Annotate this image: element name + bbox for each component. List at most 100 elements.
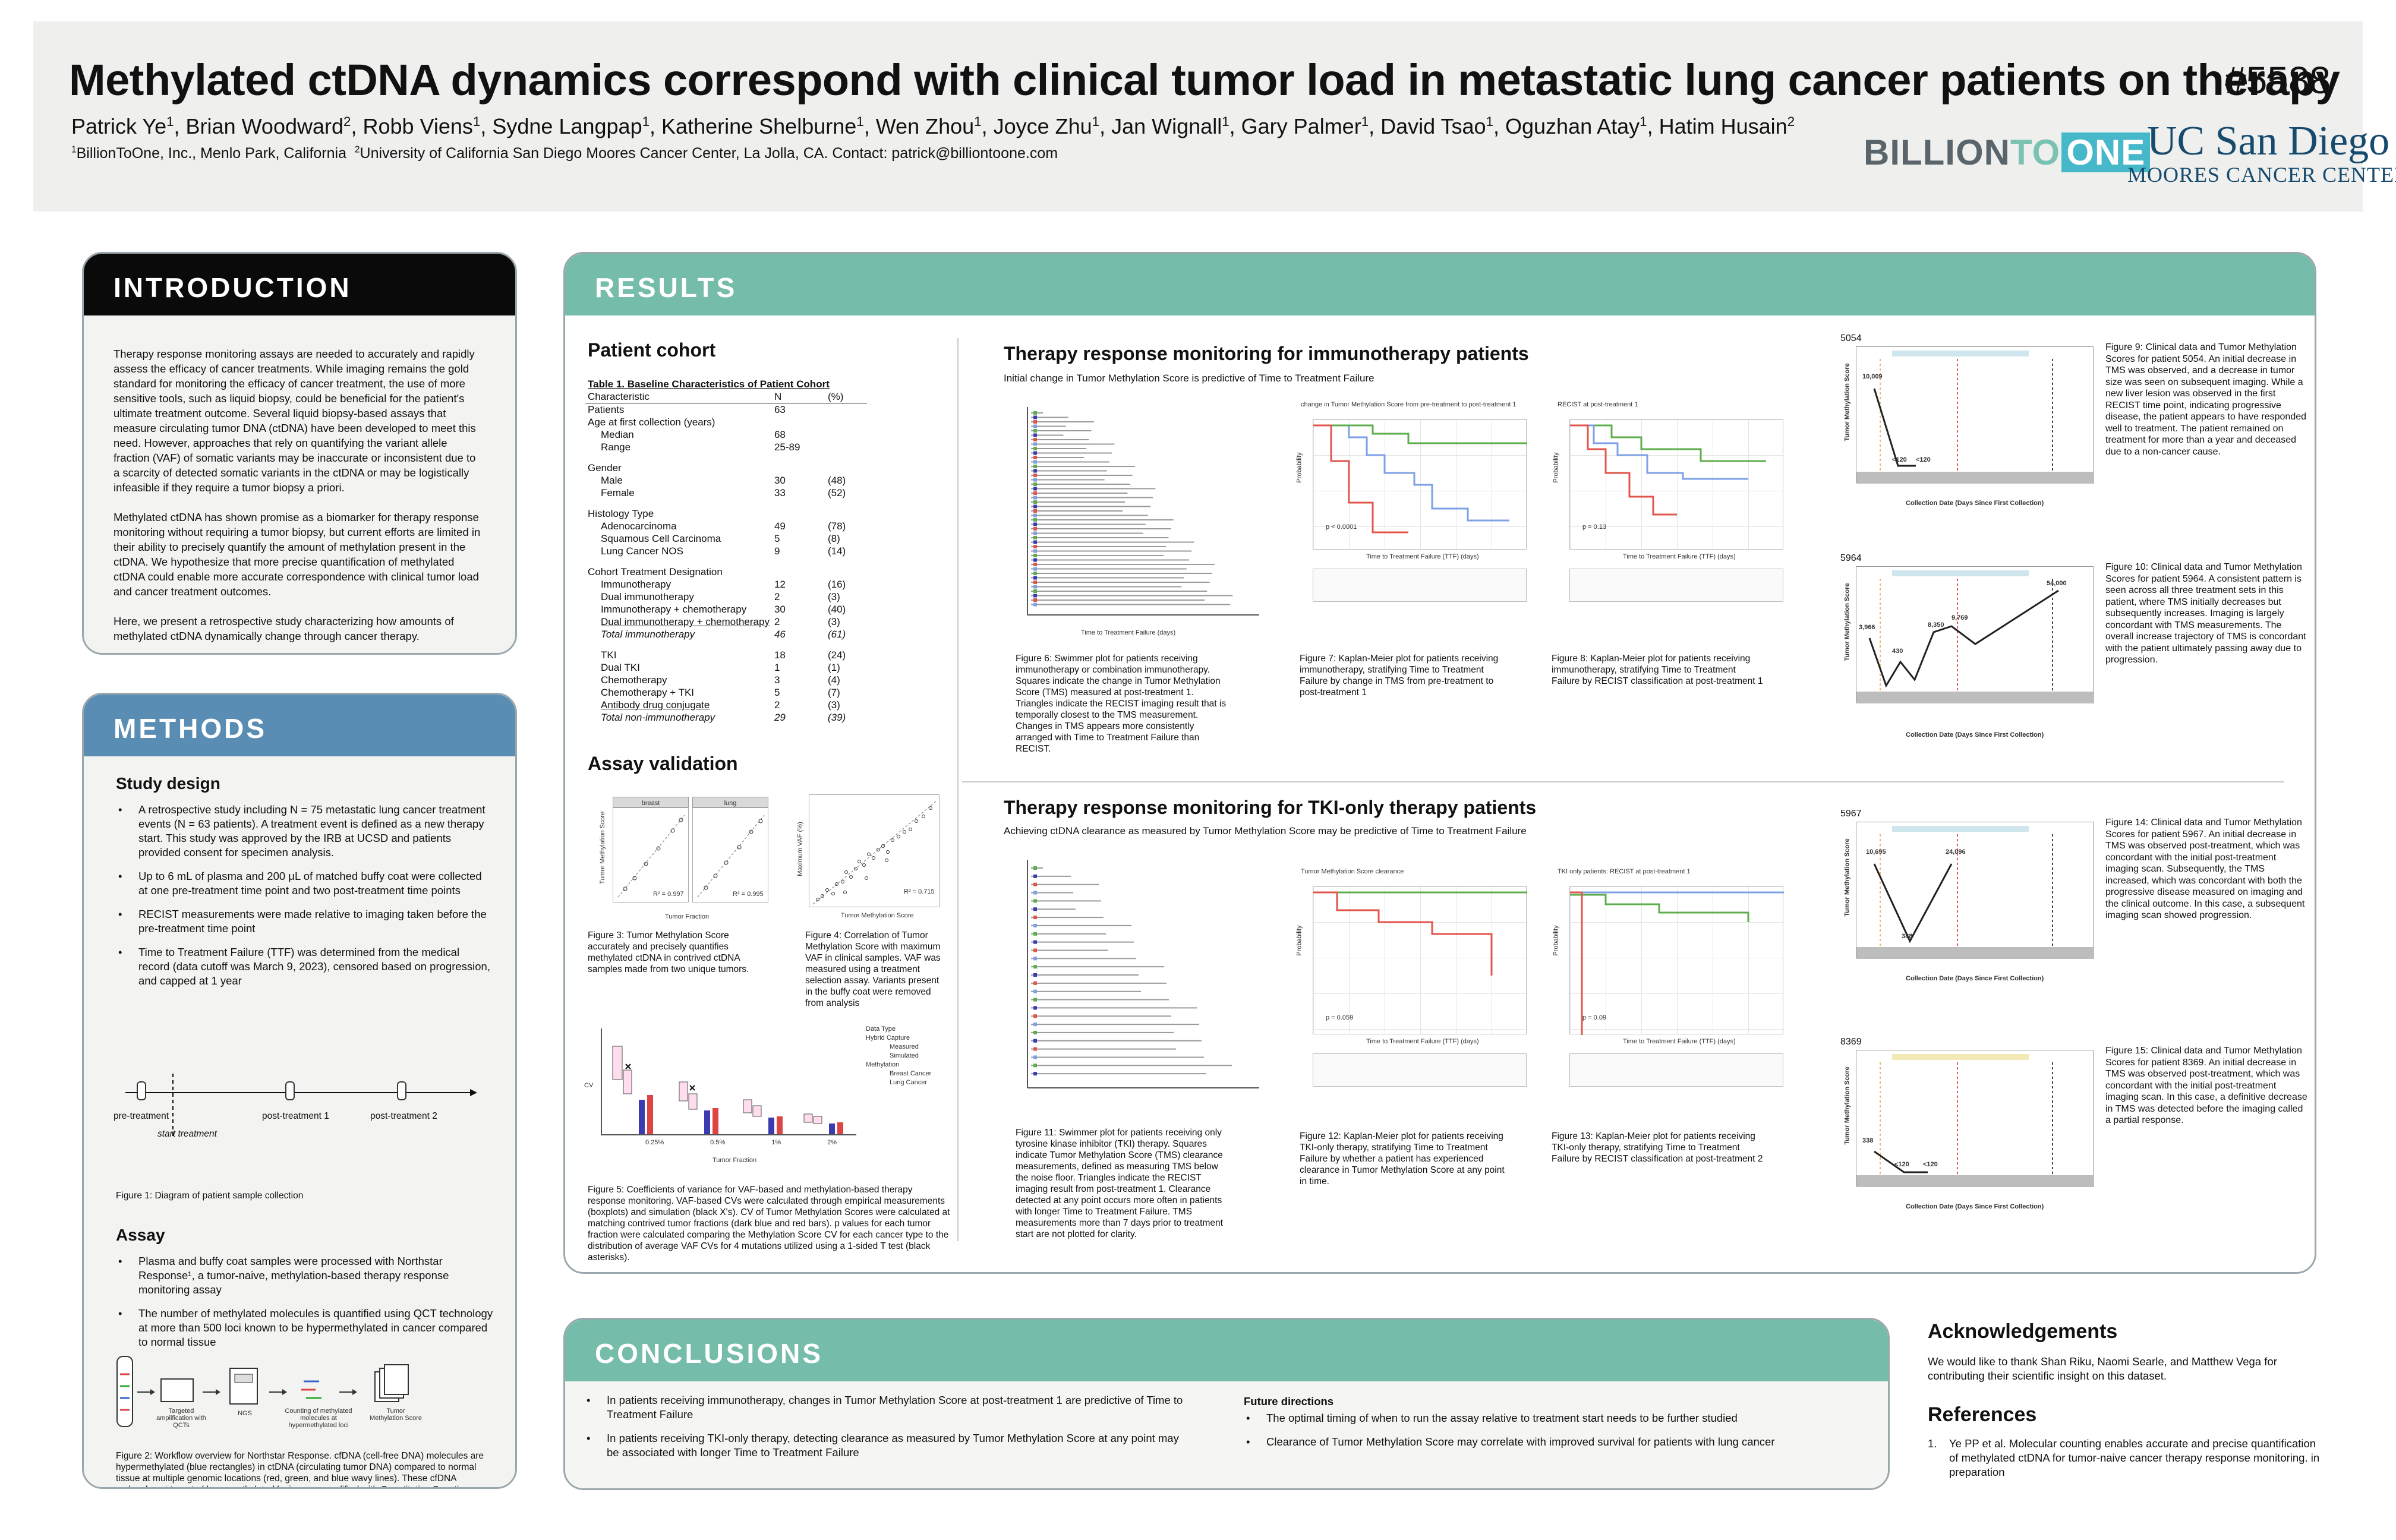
swimmer-marker [1033,451,1037,455]
table-row: Cohort Treatment Designation [585,566,867,578]
table-cell [772,416,825,428]
table-cell: Immunotherapy + chemotherapy [601,604,747,615]
fig13-x-label: Time to Treatment Failure (TTF) (days) [1623,1038,1736,1045]
swimmer-marker [1033,433,1037,437]
author-affiliation: 2 [1787,114,1795,129]
table-cell: Dual TKI [601,662,640,673]
table-row [585,499,867,507]
assay-list: Plasma and buffy coat samples were proce… [116,1254,496,1349]
fig13-p-value: p = 0.09 [1582,1014,1607,1021]
author-affiliation: 1 [472,114,481,129]
scatter-point [909,828,912,831]
scatter-point [816,898,819,901]
legend-item: Breast Cancer [890,1070,932,1077]
patient-tms-plot: 338 <120 <120 [1856,1050,2094,1187]
figure-7-km-plot: change in Tumor Methylation Score from p… [1295,401,1533,642]
fig5-tick: 2% [827,1139,837,1146]
swimmer-marker [1033,916,1037,920]
study-design-list: A retrospective study including N = 75 m… [116,803,491,988]
patient-x-label: Collection Date (Days Since First Collec… [1906,1203,2044,1210]
figure-11-swimmer-plot [1004,850,1265,1100]
author-name: David Tsao [1380,114,1486,138]
table-cell: (8) [827,533,840,544]
fig12-curves [1313,891,1527,976]
fig7-y-label: Probability [1295,452,1303,483]
study-bullet: A retrospective study including N = 75 m… [116,803,491,860]
swimmer-marker [1033,518,1037,522]
tms-value-label: <120 [1892,456,1907,463]
legend-item: Lung Cancer [890,1079,927,1086]
fig3-facet-lung: lung [724,800,737,807]
table-cell [772,566,825,578]
swimmer-marker [1033,874,1037,878]
patient-tms-plot: 10,695 24,096 388 [1856,822,2094,959]
patient-case-8369: 8369 Tumor Methylation Score 338 <120 <120 Co… [1834,1037,2310,1251]
timeline-graphic [125,1074,477,1137]
swimmer-marker [1033,576,1037,580]
intro-paragraph-3: Here, we present a retrospective study c… [114,615,454,642]
figure-5-caption: Figure 5: Coefficients of variance for V… [588,1185,950,1263]
table-cell: (4) [827,674,840,686]
fig12-x-label: Time to Treatment Failure (TTF) (days) [1366,1038,1479,1045]
table-cell: Chemotherapy + TKI [601,687,695,698]
swimmer-marker [1033,465,1037,468]
row-divider [962,781,2284,782]
tms-trajectory [1873,388,1916,467]
table-row: Patients 63 [585,403,867,416]
patient-id: 5967 [1840,809,1862,819]
scatter-point [881,844,885,848]
author-name: Oguzhan Atay [1505,114,1640,138]
swimmer-marker [1033,1023,1037,1027]
figure-12-caption: Figure 12: Kaplan-Meier plot for patient… [1300,1131,1505,1186]
patient-caption: Figure 10: Clinical data and Tumor Methy… [2105,562,2306,665]
scatter-point [835,882,838,886]
study-bullet: RECIST measurements were made relative t… [116,907,491,936]
reference-item: 1. Ye PP et al. Molecular counting enabl… [1928,1437,2320,1478]
fig12-risk-table [1313,1053,1527,1087]
table-cell: Range [601,441,631,453]
immunotherapy-subheading: Initial change in Tumor Methylation Scor… [1004,373,1374,384]
fig5-tick: 1% [771,1139,781,1146]
tki-subheading: Achieving ctDNA clearance as measured by… [1004,825,1527,837]
figure-7-caption: Figure 7: Kaplan-Meier plot for patients… [1300,654,1499,698]
patient-tms-plot: 3,966 430 8,350 9,769 54,000 [1856,566,2094,703]
swimmer-marker [1033,1055,1037,1059]
figure-11-caption: Figure 11: Swimmer plot for patients rec… [1016,1128,1223,1239]
fig5-boxplots [612,1046,843,1134]
swimmer-marker [1033,602,1037,607]
table-cell: Histology Type [588,508,654,519]
workflow-step-counting: Counting of methylated molecules at hype… [285,1408,352,1429]
scatter-point [922,815,925,818]
swimmer-marker [1033,1039,1037,1043]
table-cell: Median [601,429,634,440]
swimmer-plot-tki [1027,860,1259,1088]
table-cell: (3) [827,591,840,602]
table-cell: 33 [774,487,786,498]
figure-2-caption: Figure 2: Workflow overview for Northsta… [116,1451,484,1487]
future-directions-heading: Future directions [1244,1395,1334,1408]
legend-item: Data Type [866,1025,896,1033]
table-cell: TKI [601,649,617,661]
patient-caption: Figure 15: Clinical data and Tumor Methy… [2105,1046,2307,1125]
swimmer-marker [1033,1030,1037,1034]
author-name: Patrick Ye [71,114,167,138]
scatter-point [844,870,848,874]
tms-value-label: 3,966 [1859,624,1875,631]
swimmer-marker [1033,882,1037,886]
table-cell: Cohort Treatment Designation [588,566,723,578]
patient-caption: Figure 9: Clinical data and Tumor Methyl… [2105,342,2307,457]
intro-paragraph-2: Methylated ctDNA has shown promise as a … [114,511,481,598]
table-cell: 30 [774,475,786,486]
table-cell: Total non-immunotherapy [601,712,715,723]
patient-case-5967: 5967 Tumor Methylation Score 10,695 24,096 3… [1834,809,2310,1023]
fig4-scatter [812,800,937,905]
scatter-point [891,838,894,842]
table-row: Chemotherapy + TKI 5 (7) [585,686,867,699]
assay-validation-heading: Assay validation [588,753,738,774]
swimmer-marker [1033,585,1037,589]
table-cell: Lung Cancer NOS [601,545,683,557]
table-cell [825,462,867,474]
tms-trajectory [1868,589,2059,688]
table-cell: (48) [827,475,846,486]
fig12-p-value: p = 0.059 [1326,1014,1354,1021]
